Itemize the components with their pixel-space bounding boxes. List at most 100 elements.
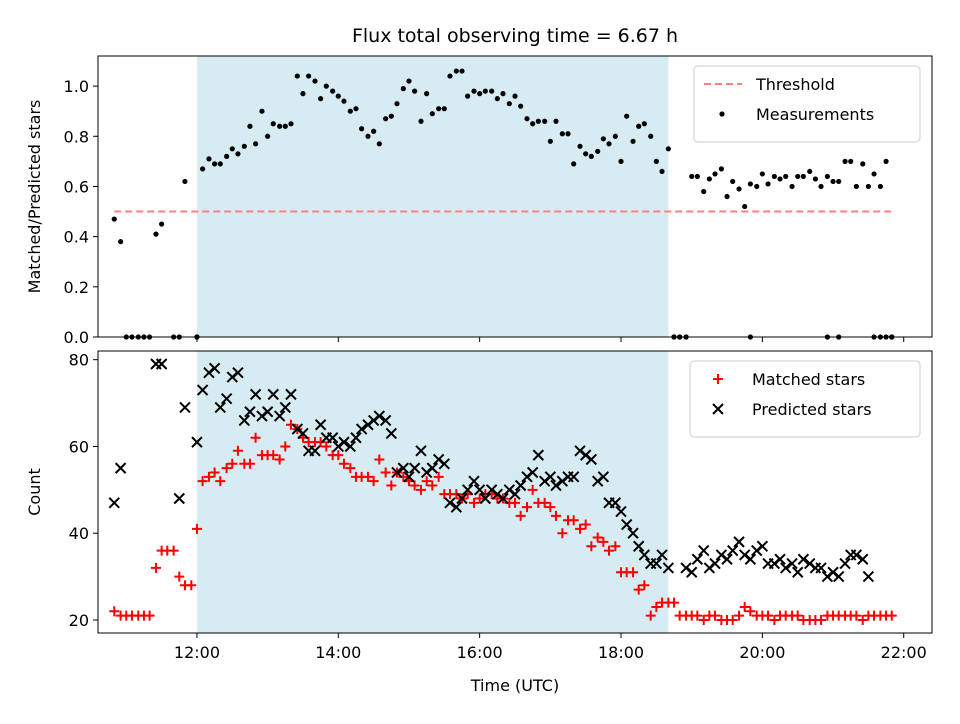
predicted-star-point (638, 549, 651, 561)
predicted-star-point (267, 388, 279, 401)
measurement-point (636, 123, 642, 129)
matched-star-point (851, 610, 862, 621)
matched-star-point (268, 450, 279, 461)
measurement-point (630, 138, 636, 144)
matched-star-point (604, 545, 615, 556)
matched-star-point (433, 471, 444, 482)
measurement-point (259, 108, 265, 114)
matched-star-point (209, 467, 220, 478)
predicted-star-point (662, 562, 675, 574)
measurement-point (282, 123, 288, 129)
measurement-point (795, 173, 801, 180)
measurement-point (535, 118, 541, 124)
matched-star-point (763, 610, 774, 621)
measurement-point (400, 86, 406, 92)
predicted-star-point (468, 475, 480, 487)
matched-star-point (186, 580, 197, 591)
matched-star-point (197, 476, 208, 487)
measurement-point (270, 121, 276, 127)
predicted-star-point (155, 358, 168, 370)
predicted-star-point (497, 492, 509, 505)
measurement-point (701, 188, 707, 195)
measurement-point (365, 133, 371, 139)
matched-star-point (409, 480, 420, 491)
measurement-point (341, 98, 347, 104)
predicted-star-point (792, 566, 804, 578)
matched-star-point (150, 562, 161, 573)
predicted-star-point (744, 553, 757, 565)
measurement-point (418, 118, 424, 124)
predicted-star-point (656, 549, 668, 561)
matched-star-point (739, 601, 750, 612)
measurement-point (771, 173, 777, 180)
measurement-point (877, 183, 884, 190)
measurement-point (318, 96, 324, 102)
predicted-star-point (220, 393, 233, 405)
measurement-point (807, 168, 813, 175)
bottom-shaded-span (196, 351, 669, 633)
measurement-point (712, 171, 718, 177)
measurement-point (371, 128, 377, 134)
predicted-star-point (532, 449, 545, 461)
legend-label: Threshold (755, 75, 835, 94)
predicted-star-point (438, 458, 451, 470)
predicted-star-point (444, 497, 456, 509)
predicted-star-point (350, 432, 362, 444)
measurement-point (453, 68, 459, 74)
predicted-star-point (196, 384, 209, 396)
measurement-point (542, 118, 548, 124)
matched-star-point (280, 441, 291, 452)
matched-star-point (374, 454, 385, 465)
measurement-point (706, 176, 712, 182)
predicted-star-point (721, 553, 733, 565)
measurement-point (606, 141, 612, 147)
x-axis-label: Time (UTC) (470, 676, 559, 695)
measurement-point (842, 158, 848, 164)
measurement-point (494, 96, 500, 102)
bottom-xtick-label: 12:00 (174, 643, 220, 662)
measurement-point (412, 88, 418, 94)
top-ylabel: Matched/Predicted stars (25, 100, 44, 294)
legend-measurement-swatch (719, 111, 725, 117)
predicted-star-point (344, 440, 357, 453)
top-ytick-label: 0.0 (64, 328, 89, 347)
matched-star-point (250, 432, 261, 443)
measurement-point (583, 151, 589, 157)
matched-star-point (550, 510, 561, 521)
measurement-point (300, 91, 306, 97)
measurement-point (111, 216, 117, 222)
legend-matched-swatch (713, 374, 723, 384)
measurement-point (182, 178, 188, 185)
measurement-point (447, 73, 453, 79)
predicted-star-point (191, 436, 203, 448)
measurement-point (518, 103, 524, 109)
measurement-point (217, 161, 223, 167)
measurement-point (759, 171, 765, 177)
matched-star-point (586, 541, 597, 552)
measurement-point (665, 146, 671, 152)
matched-star-point (362, 471, 373, 482)
measurement-point (441, 106, 447, 112)
measurement-point (459, 68, 465, 74)
measurement-point (323, 83, 329, 89)
measurement-point (824, 173, 830, 180)
measurement-point (465, 93, 471, 99)
measurement-point (306, 73, 312, 79)
measurement-point (229, 146, 235, 152)
bottom-xtick-label: 16:00 (457, 643, 503, 662)
measurement-point (777, 176, 783, 182)
measurement-point (718, 166, 724, 172)
matched-star-point (338, 458, 349, 469)
matched-star-point (610, 541, 621, 552)
matched-star-point (203, 471, 214, 482)
measurement-point (747, 181, 753, 187)
predicted-star-point (338, 436, 350, 448)
measurement-point (347, 108, 353, 114)
measurement-point (730, 178, 736, 185)
bottom-panel: 20 40 60 80 12:00 14:00 16:00 18:00 20:00 22:00 Co… (25, 350, 933, 695)
predicted-star-point (839, 557, 851, 570)
measurement-point (200, 166, 206, 172)
matched-star-point (727, 614, 738, 625)
